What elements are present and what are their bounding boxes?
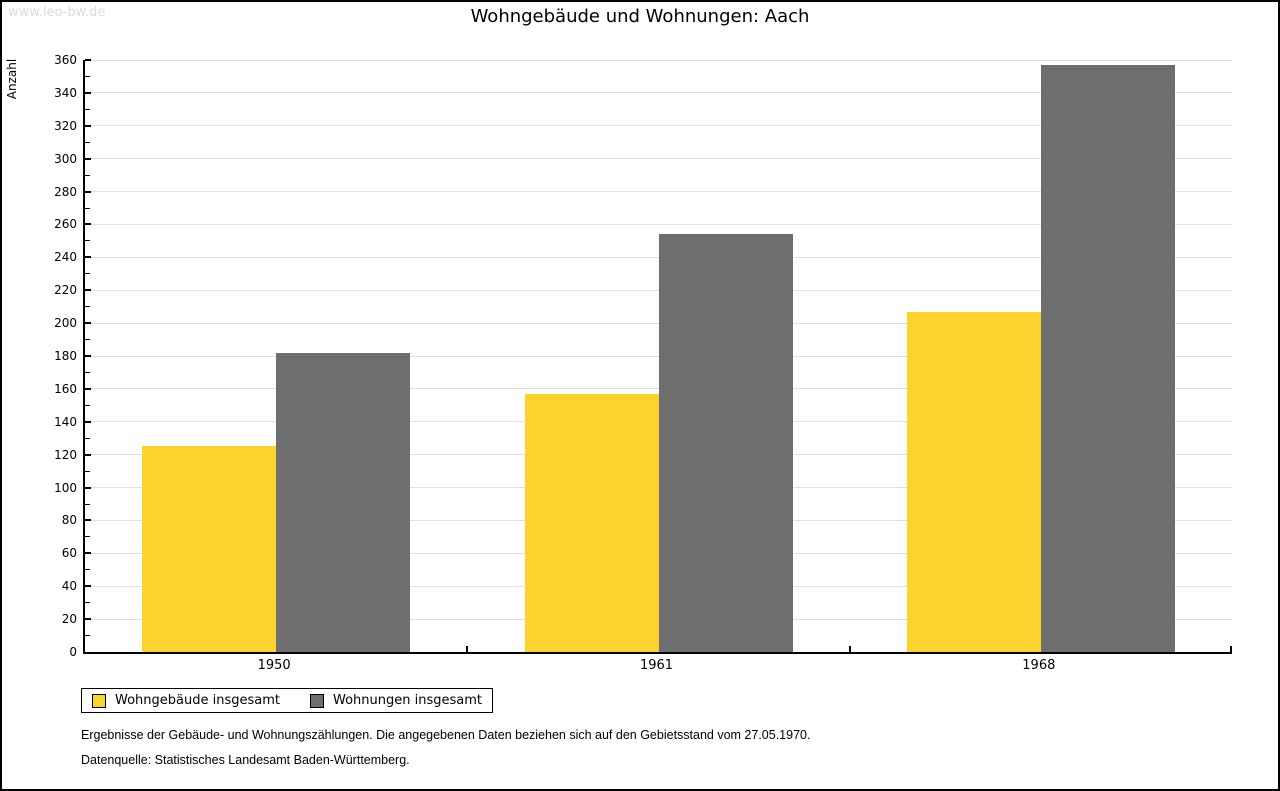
y-tick-280 bbox=[85, 190, 91, 193]
y-tick-150 bbox=[85, 404, 90, 406]
y-tick-60 bbox=[85, 552, 91, 555]
bar-wohnungen-1950 bbox=[276, 352, 411, 652]
gridline-y-340 bbox=[85, 92, 1232, 94]
bar-wohnungen-1961 bbox=[658, 234, 793, 652]
bar-wohngebaeude-1961 bbox=[524, 393, 659, 652]
y-tick-110 bbox=[85, 470, 90, 472]
y-tick-300 bbox=[85, 157, 91, 160]
plot-area bbox=[83, 59, 1232, 654]
bar-wohngebaeude-1968 bbox=[906, 311, 1041, 652]
x-separator-tick-1 bbox=[466, 646, 469, 652]
y-tick-250 bbox=[85, 240, 90, 242]
y-tick-130 bbox=[85, 437, 90, 439]
y-tick-330 bbox=[85, 108, 90, 110]
y-tick-310 bbox=[85, 141, 90, 143]
y-tick-350 bbox=[85, 75, 90, 77]
y-axis-title: Anzahl bbox=[5, 58, 19, 100]
y-tick-label-100: 100 bbox=[54, 480, 77, 495]
footnote-source-note: Ergebnisse der Gebäude- und Wohnungszähl… bbox=[81, 728, 811, 742]
x-category-label-1950: 1950 bbox=[257, 658, 291, 673]
gridline-y-360 bbox=[85, 59, 1232, 61]
y-tick-label-140: 140 bbox=[54, 414, 77, 429]
legend-swatch-icon bbox=[310, 693, 324, 708]
y-tick-140 bbox=[85, 420, 91, 423]
y-tick-120 bbox=[85, 453, 91, 456]
y-tick-200 bbox=[85, 322, 91, 325]
bar-wohngebaeude-1950 bbox=[142, 446, 277, 652]
legend-item-wohngebaeude: Wohngebäude insgesamt bbox=[92, 693, 280, 708]
y-tick-30 bbox=[85, 602, 90, 604]
y-tick-80 bbox=[85, 519, 91, 522]
bar-wohnungen-1968 bbox=[1040, 64, 1175, 652]
gridline-y-320 bbox=[85, 125, 1232, 127]
y-tick-label-260: 260 bbox=[54, 217, 77, 232]
y-tick-label-60: 60 bbox=[61, 546, 77, 561]
x-category-label-1961: 1961 bbox=[639, 658, 674, 673]
y-tick-270 bbox=[85, 207, 90, 209]
y-tick-label-320: 320 bbox=[54, 118, 77, 133]
y-tick-320 bbox=[85, 124, 91, 127]
y-tick-260 bbox=[85, 223, 91, 226]
y-tick-50 bbox=[85, 569, 90, 571]
y-tick-160 bbox=[85, 387, 91, 390]
y-tick-230 bbox=[85, 273, 90, 275]
gridline-y-280 bbox=[85, 191, 1232, 193]
y-tick-20 bbox=[85, 618, 91, 621]
legend-swatch-icon bbox=[92, 693, 106, 708]
y-tick-170 bbox=[85, 371, 90, 373]
y-tick-70 bbox=[85, 536, 90, 538]
legend-label: Wohnungen insgesamt bbox=[333, 693, 482, 708]
y-tick-360 bbox=[85, 59, 91, 61]
y-tick-label-80: 80 bbox=[61, 513, 77, 528]
x-category-label-1968: 1968 bbox=[1022, 658, 1056, 673]
legend-box: Wohngebäude insgesamt Wohnungen insgesamt bbox=[81, 688, 493, 713]
y-tick-40 bbox=[85, 585, 91, 588]
y-tick-label-220: 220 bbox=[54, 283, 77, 298]
y-tick-10 bbox=[85, 635, 90, 637]
y-tick-label-340: 340 bbox=[54, 85, 77, 100]
x-separator-tick-2 bbox=[848, 646, 851, 652]
watermark: www.leo-bw.de bbox=[8, 5, 106, 20]
y-tick-220 bbox=[85, 289, 91, 292]
y-tick-label-20: 20 bbox=[61, 612, 77, 627]
y-tick-label-40: 40 bbox=[61, 579, 77, 594]
y-tick-100 bbox=[85, 486, 91, 489]
x-axis-end-tick bbox=[1230, 646, 1232, 652]
y-tick-label-0: 0 bbox=[69, 645, 77, 659]
gridline-y-300 bbox=[85, 158, 1232, 160]
y-tick-label-240: 240 bbox=[54, 250, 77, 265]
y-tick-label-280: 280 bbox=[54, 184, 77, 199]
y-tick-label-360: 360 bbox=[54, 53, 77, 67]
y-tick-190 bbox=[85, 339, 90, 341]
y-tick-210 bbox=[85, 306, 90, 308]
y-tick-290 bbox=[85, 174, 90, 176]
y-tick-label-160: 160 bbox=[54, 381, 77, 396]
y-tick-label-180: 180 bbox=[54, 349, 77, 363]
legend-item-wohnungen: Wohnungen insgesamt bbox=[310, 693, 482, 708]
y-tick-180 bbox=[85, 355, 91, 357]
y-tick-90 bbox=[85, 503, 90, 505]
legend-label: Wohngebäude insgesamt bbox=[115, 693, 280, 708]
y-tick-label-200: 200 bbox=[54, 316, 77, 331]
y-tick-340 bbox=[85, 91, 91, 94]
y-tick-label-300: 300 bbox=[54, 151, 77, 166]
footnote-data-source: Datenquelle: Statistisches Landesamt Bad… bbox=[81, 753, 410, 767]
y-tick-label-120: 120 bbox=[54, 447, 77, 462]
gridline-y-260 bbox=[85, 223, 1232, 225]
y-tick-240 bbox=[85, 256, 91, 259]
chart-title: Wohngebäude und Wohnungen: Aach bbox=[470, 6, 810, 27]
